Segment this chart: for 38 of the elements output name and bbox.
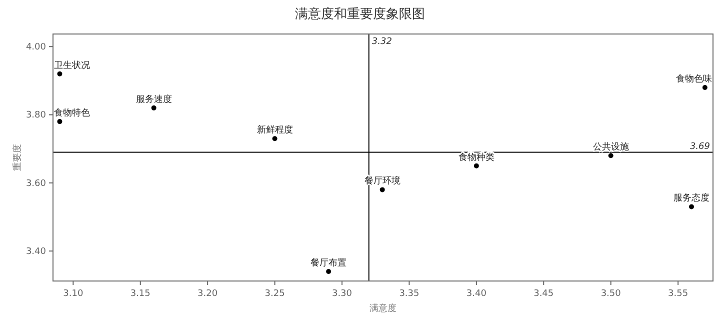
point — [474, 163, 479, 168]
point — [326, 268, 332, 274]
annotation: 服务态度 — [673, 192, 710, 204]
x-tick-label: 3.45 — [534, 289, 554, 299]
x-tick-label: 3.40 — [466, 289, 487, 299]
point — [702, 84, 708, 90]
point — [608, 153, 614, 158]
point — [57, 71, 62, 76]
y-tick-label: 3.60 — [26, 178, 46, 189]
ref-line-label: 3.69 — [690, 142, 710, 152]
y-tick-label: 3.80 — [26, 110, 46, 121]
chart-title: 满意度和重要度象限图 — [295, 6, 425, 22]
annotation: 新鲜程度 — [256, 124, 293, 136]
x-tick-label: 3.35 — [399, 289, 420, 299]
annotation: 食物特色 — [54, 108, 90, 119]
x-tick-label: 3.10 — [63, 289, 84, 299]
y-tick-label: 4.00 — [26, 42, 46, 53]
annotation: 卫生状况 — [54, 60, 90, 71]
point — [688, 204, 694, 210]
annotation: 食物种类 — [458, 152, 494, 163]
point — [272, 136, 278, 142]
x-tick-label: 3.15 — [130, 289, 150, 299]
y-tick-label: 3.40 — [26, 247, 46, 258]
point — [380, 187, 385, 192]
x-tick-label: 3.50 — [600, 289, 622, 299]
annotation: 服务速度 — [136, 94, 172, 105]
x-axis-title: 满意度 — [370, 303, 396, 314]
x-tick-label: 3.55 — [668, 289, 688, 299]
ref-line-label: 3.32 — [372, 37, 392, 47]
x-tick-label: 3.25 — [264, 289, 285, 299]
annotation: 公共设施 — [592, 142, 629, 153]
x-tick-label: 3.20 — [198, 289, 218, 299]
x-tick-label: 3.30 — [332, 289, 352, 299]
point — [57, 119, 62, 124]
point — [151, 105, 156, 110]
y-axis-title: 重要度 — [12, 144, 23, 171]
annotation: 食物色味 — [676, 73, 712, 84]
annotation: 餐厅布置 — [310, 257, 347, 268]
